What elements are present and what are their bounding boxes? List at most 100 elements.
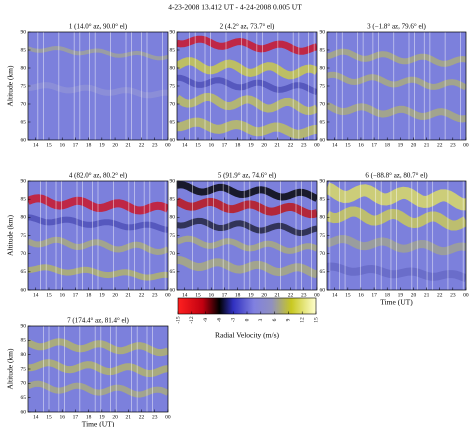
- x-tick-label: 23: [152, 292, 158, 298]
- y-tick-label: 85: [170, 47, 176, 53]
- heatmap-band: [177, 197, 317, 219]
- y-tick-label: 75: [21, 233, 27, 239]
- y-axis-label: Altitude (km): [6, 348, 15, 390]
- heatmap-band: [177, 235, 317, 254]
- x-tick-label: 17: [222, 292, 228, 298]
- x-tick-label: 21: [275, 142, 281, 148]
- y-tick-label: 60: [21, 287, 27, 293]
- x-tick-label: 23: [301, 142, 307, 148]
- y-tick-label: 70: [170, 101, 176, 107]
- colorbar-tick-label: 0: [244, 318, 250, 321]
- panel: 2 (4.2° az, 73.7° el) 14 15 16 17 18 19 20 21 22 2…: [170, 23, 320, 149]
- heatmap-image: [327, 32, 466, 140]
- heatmap-band: [28, 338, 168, 357]
- heatmap-band: [177, 255, 317, 279]
- colorbar-tick-label: -9: [203, 317, 209, 322]
- x-tick-label: 19: [248, 142, 254, 148]
- y-tick-label: 80: [170, 65, 176, 71]
- y-tick-label: 80: [21, 65, 27, 71]
- x-tick-label: 19: [99, 142, 105, 148]
- x-tick-label: 22: [139, 414, 145, 420]
- x-tick-label: 22: [437, 292, 443, 298]
- y-tick-label: 80: [21, 352, 27, 358]
- x-tick-label: 00: [463, 142, 469, 148]
- y-tick-label: 70: [21, 381, 27, 387]
- x-tick-label: 21: [126, 292, 132, 298]
- y-tick-label: 70: [320, 101, 326, 107]
- y-tick-label: 90: [320, 178, 326, 184]
- x-tick-label: 18: [86, 142, 92, 148]
- y-axis-label: Altitude (km): [6, 65, 15, 107]
- x-tick-label: 17: [73, 414, 79, 420]
- panel: 5 (91.9° az, 74.6° el) 14 15 16 17 18 19 20 21 22…: [170, 172, 320, 299]
- y-tick-label: 65: [21, 269, 27, 275]
- x-tick-label: 17: [371, 292, 377, 298]
- x-tick-label: 00: [314, 142, 320, 148]
- x-tick-label: 23: [450, 292, 456, 298]
- colorbar-tick-label: 12: [299, 317, 305, 323]
- y-tick-label: 70: [320, 251, 326, 257]
- x-tick-label: 18: [384, 142, 390, 148]
- panel: 7 (174.4° az, 81.4° el) 14 15 16 17 18 19 20 21 2…: [6, 317, 171, 427]
- figure-title: 4-23-2008 13.412 UT - 4-24-2008 0.005 UT: [168, 3, 302, 12]
- y-tick-label: 65: [320, 269, 326, 275]
- x-tick-label: 14: [332, 142, 338, 148]
- x-tick-label: 14: [33, 292, 39, 298]
- y-tick-label: 80: [21, 215, 27, 221]
- x-tick-label: 21: [126, 142, 132, 148]
- y-tick-label: 85: [170, 196, 176, 202]
- x-tick-label: 19: [398, 142, 404, 148]
- x-tick-label: 15: [345, 292, 351, 298]
- x-tick-label: 23: [450, 142, 456, 148]
- x-tick-label: 16: [358, 142, 364, 148]
- x-tick-label: 19: [99, 414, 105, 420]
- y-tick-label: 75: [170, 83, 176, 89]
- x-tick-label: 14: [182, 292, 188, 298]
- heatmap-image: [28, 181, 168, 290]
- x-tick-label: 18: [86, 292, 92, 298]
- x-tick-label: 18: [235, 142, 241, 148]
- x-tick-label: 17: [222, 142, 228, 148]
- panel: 1 (14.0° az, 90.0° el) 14 15 16 17 18 19 20 21 22…: [6, 23, 171, 149]
- x-tick-label: 20: [112, 414, 118, 420]
- y-tick-label: 90: [320, 29, 326, 35]
- heatmap-band: [28, 359, 168, 378]
- y-tick-label: 65: [21, 119, 27, 125]
- y-tick-label: 65: [170, 269, 176, 275]
- y-tick-label: 80: [320, 65, 326, 71]
- panel: 6 (−88.8° az, 80.7° el) 14 15 16 17 18 19 20 21 2…: [320, 172, 469, 307]
- x-axis-label: Time (UT): [82, 420, 115, 427]
- y-tick-label: 75: [320, 83, 326, 89]
- y-tick-label: 70: [21, 251, 27, 257]
- y-tick-label: 75: [320, 233, 326, 239]
- panel: 4 (82.0° az, 80.2° el) 14 15 16 17 18 19 20 21 22…: [6, 172, 171, 299]
- colorbar-tick-label: -6: [217, 317, 223, 322]
- x-tick-label: 16: [59, 414, 65, 420]
- panel: 3 (−1.8° az, 79.6° el) 14 15 16 17 18 19 20 21 22…: [320, 23, 469, 149]
- x-tick-label: 21: [126, 414, 132, 420]
- heatmap-image: [28, 32, 168, 140]
- colorbar-tick-label: 6: [272, 318, 278, 321]
- x-tick-label: 17: [73, 142, 79, 148]
- x-tick-label: 19: [248, 292, 254, 298]
- y-tick-label: 80: [170, 215, 176, 221]
- x-tick-label: 21: [275, 292, 281, 298]
- x-tick-label: 20: [112, 142, 118, 148]
- y-tick-label: 85: [21, 338, 27, 344]
- x-tick-label: 00: [165, 414, 171, 420]
- panel-title: 3 (−1.8° az, 79.6° el): [367, 23, 426, 31]
- x-tick-label: 15: [195, 292, 201, 298]
- y-tick-label: 85: [320, 47, 326, 53]
- heatmap-band: [28, 82, 168, 99]
- x-tick-label: 00: [314, 292, 320, 298]
- heatmap-image: [28, 326, 168, 412]
- y-tick-label: 60: [170, 137, 176, 143]
- heatmap-band: [177, 181, 317, 202]
- x-tick-label: 00: [463, 292, 469, 298]
- y-tick-label: 75: [170, 233, 176, 239]
- heatmap-band: [327, 71, 466, 91]
- colorbar-tick-label: 9: [286, 318, 292, 321]
- x-tick-label: 18: [384, 292, 390, 298]
- x-tick-label: 15: [46, 414, 52, 420]
- panel-title: 1 (14.0° az, 90.0° el): [69, 23, 128, 31]
